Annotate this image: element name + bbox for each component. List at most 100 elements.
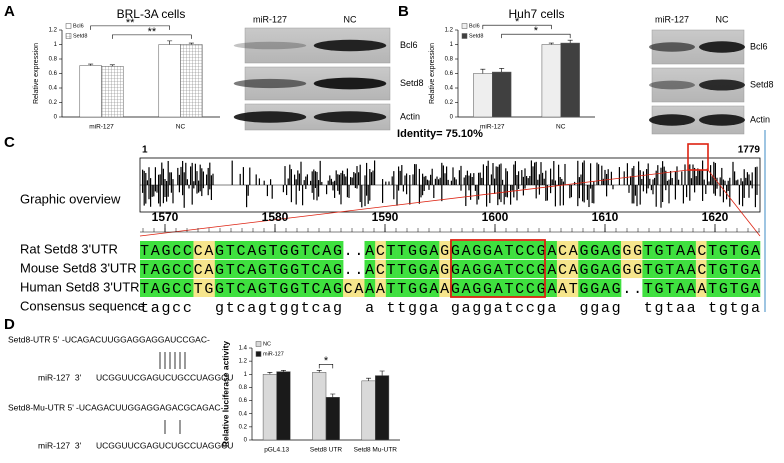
- overview-bar: [636, 185, 638, 207]
- residue-highlight: [364, 260, 376, 278]
- overview-bar: [391, 176, 393, 185]
- y-tick-label: 1.2: [445, 28, 454, 34]
- blot-row-label: Setd8: [750, 79, 774, 89]
- overview-bar: [505, 185, 507, 197]
- overview-bar: [716, 185, 718, 189]
- residue-highlight: [407, 241, 419, 259]
- overview-bar: [142, 169, 144, 185]
- overview-bar: [305, 185, 307, 190]
- residue-highlight: [257, 279, 269, 297]
- bar: [560, 42, 580, 118]
- overview-bar: [297, 170, 299, 185]
- overview-bar: [182, 160, 184, 185]
- residue-highlight: [385, 279, 397, 297]
- overview-bar: [476, 185, 478, 205]
- legend-swatch: [461, 33, 468, 39]
- overview-bar: [289, 164, 291, 185]
- residue-highlight: [172, 260, 184, 278]
- significance-bracket: [318, 364, 334, 369]
- overview-bar: [249, 167, 251, 185]
- residue-highlight: [653, 279, 665, 297]
- overview-bar: [510, 185, 512, 205]
- overview-bar: [657, 165, 659, 185]
- overview-bar: [199, 164, 201, 185]
- residue-highlight: [257, 241, 269, 259]
- overview-bar: [554, 180, 556, 185]
- significance-label: *: [515, 16, 520, 28]
- overview-bar: [329, 175, 331, 185]
- overview-bar: [506, 185, 508, 198]
- overview-bar: [598, 164, 600, 185]
- residue-highlight: [268, 241, 280, 259]
- overview-bar: [742, 181, 744, 185]
- overview-bar: [159, 185, 161, 207]
- residue-highlight: [439, 241, 451, 259]
- overview-bar: [668, 185, 670, 204]
- overview-bar: [494, 185, 496, 194]
- overview-bar: [703, 179, 705, 185]
- sequence: TAGCCCAGTCAGTGGTCAG..ACTTGGAGGAGGATCCGAC…: [140, 243, 760, 260]
- overview-bar: [351, 177, 353, 185]
- overview-bar: [746, 172, 748, 185]
- overview-bar: [590, 163, 592, 185]
- overview-bar: [722, 179, 724, 185]
- overview-bar: [714, 185, 716, 196]
- overview-bar: [382, 185, 384, 203]
- overview-bars: [140, 160, 760, 208]
- residue-highlight: [546, 260, 558, 278]
- overview-bar: [364, 175, 366, 185]
- y-tick-label: 0.4: [49, 86, 58, 92]
- overview-bar: [447, 179, 449, 185]
- legend-label: Setd8: [73, 33, 87, 39]
- overview-bar: [153, 185, 155, 197]
- overview-bar: [406, 173, 408, 185]
- overview-bar: [441, 162, 443, 185]
- pairing-lines: [159, 352, 186, 434]
- overview-bar: [748, 185, 750, 198]
- overview-bar: [180, 166, 182, 185]
- overview-bar: [682, 185, 684, 204]
- residue-highlight: [588, 279, 600, 297]
- residue-highlight: [471, 260, 483, 278]
- overview-bar: [727, 185, 729, 191]
- overview-bar: [194, 163, 196, 185]
- overview-bar: [338, 174, 340, 185]
- overview-bar: [354, 173, 356, 185]
- overview-bar: [468, 175, 470, 185]
- overview-bar: [727, 180, 729, 185]
- overview-bar: [409, 175, 411, 185]
- overview-bar: [463, 177, 465, 185]
- residue-highlight: [749, 241, 761, 259]
- overview-bar: [724, 180, 726, 185]
- overview-bar: [202, 185, 204, 189]
- significance-label: *: [324, 355, 329, 367]
- blot-band: [649, 42, 695, 52]
- residue-highlight: [439, 279, 451, 297]
- overview-bar: [601, 165, 603, 185]
- blot-band: [233, 41, 307, 50]
- overview-bar: [713, 161, 715, 185]
- residue-highlight: [503, 279, 515, 297]
- residue-highlight: [172, 241, 184, 259]
- x-tick-label: Setd8 Mu-UTR: [354, 447, 398, 454]
- overview-bar: [210, 185, 212, 201]
- residue-highlight: [578, 279, 590, 297]
- bar: [492, 71, 512, 118]
- overview-bar: [543, 178, 545, 185]
- bar: [276, 371, 291, 441]
- residue-highlight: [492, 279, 504, 297]
- overview-bar: [735, 180, 737, 185]
- overview-bar: [582, 162, 584, 185]
- overview-bar: [639, 185, 641, 205]
- error-bar: [167, 40, 173, 45]
- overview-bar: [314, 185, 316, 189]
- overview-bar: [422, 173, 424, 185]
- overview-bar: [492, 163, 494, 185]
- residue-highlight: [567, 241, 579, 259]
- residue-highlight: [685, 241, 697, 259]
- residue-highlight: [150, 260, 162, 278]
- overview-bar: [350, 177, 352, 185]
- residue-highlight: [738, 279, 750, 297]
- residue-highlight: [546, 241, 558, 259]
- x-tick-label: miR-127: [89, 124, 114, 131]
